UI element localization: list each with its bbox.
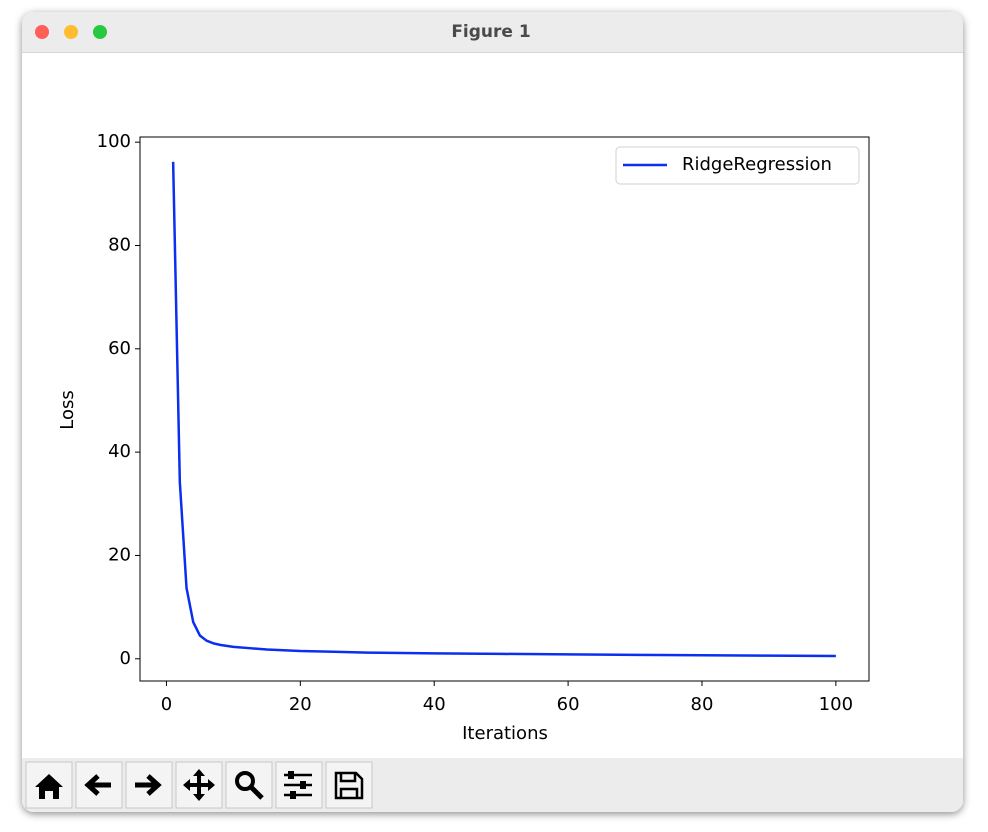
x-tick-label: 40 [423,694,446,715]
legend-label: RidgeRegression [682,154,832,175]
x-tick-label: 0 [161,694,172,715]
y-tick-label: 20 [108,544,131,565]
y-tick-label: 40 [108,441,131,462]
zoom-button[interactable] [93,25,107,39]
minimize-button[interactable] [64,25,78,39]
x-tick-label: 80 [691,694,714,715]
y-axis-label: Loss [57,390,78,429]
y-tick-label: 80 [108,234,131,255]
title-bar [22,12,963,52]
x-axis-label: Iterations [462,723,548,744]
x-tick-label: 60 [557,694,580,715]
y-tick-label: 0 [120,648,131,669]
window-title: Figure 1 [451,22,530,42]
legend-box [615,146,860,185]
close-button[interactable] [35,25,49,39]
plot-area [139,136,870,682]
zoom-tool-button[interactable] [225,761,273,809]
x-tick-label: 20 [289,694,312,715]
save-button[interactable] [325,761,373,809]
y-tick-label: 60 [108,338,131,359]
data-line [171,161,836,658]
x-tick-label: 100 [819,694,853,715]
toolbar-icons [35,769,364,801]
y-tick-label: 100 [97,131,131,152]
home-button[interactable] [25,761,73,809]
